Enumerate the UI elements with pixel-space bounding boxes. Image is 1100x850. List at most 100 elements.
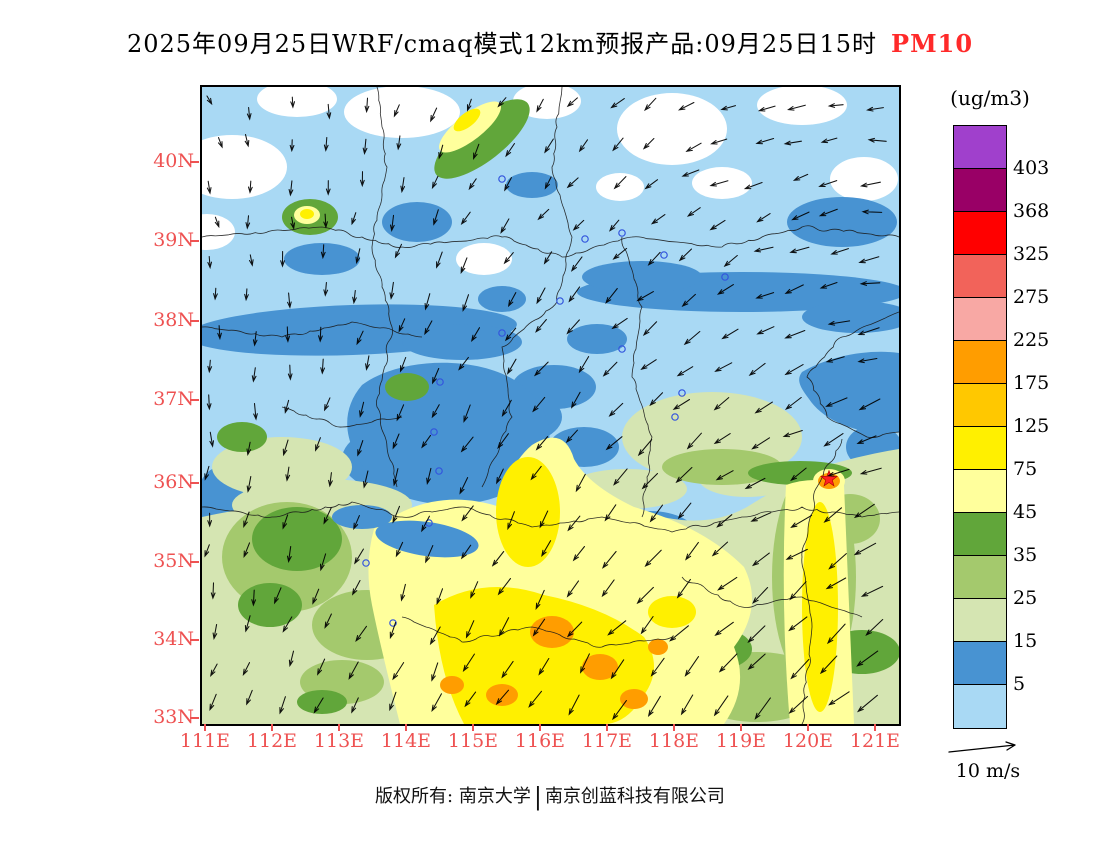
moderate-blue-region [787,197,897,247]
orange-peak-region [440,676,464,694]
legend-level-label: 368 [1013,200,1050,222]
clean-air-region [202,214,235,250]
province-boundary [202,225,899,258]
legend-level-label: 403 [1013,157,1050,179]
lon-tick [472,724,474,731]
clean-air-region [830,157,898,201]
legend-swatch [954,470,1006,513]
station-marker-star [820,469,838,487]
clean-air-region [257,87,337,117]
city-marker [389,619,397,627]
lon-tick [338,724,340,731]
orange-peak-region [620,689,648,709]
lon-tick [874,724,876,731]
wind-vector-field [204,95,887,721]
legend-level-label: 25 [1013,587,1038,609]
lat-label: 38N [153,309,194,331]
province-boundary [801,438,843,724]
pale-yellow-region [439,101,501,153]
lat-label: 33N [153,706,194,728]
legend-swatch [954,642,1006,685]
legend-level-label: 35 [1013,544,1038,566]
city-marker [436,378,444,386]
lon-tick [740,724,742,731]
lon-label: 111E [179,730,231,752]
legend-swatch [954,556,1006,599]
province-boundary [281,406,403,428]
lon-label: 112E [246,730,298,752]
legend-level-label: 125 [1013,415,1050,437]
legend-level-label: 45 [1013,501,1038,523]
lat-tick [190,717,199,719]
lon-label: 118E [648,730,700,752]
lon-label: 113E [313,730,365,752]
lon-tick [606,724,608,731]
moderate-blue-region [478,286,526,312]
yellow-region [648,596,696,628]
legend-level-label: 15 [1013,630,1038,652]
clean-air-region [596,173,644,201]
moderate-blue-region [802,301,899,333]
lon-tick [539,724,541,731]
moderate-blue-region [567,324,627,354]
legend-swatch [954,212,1006,255]
lon-label: 117E [581,730,633,752]
clean-air-region [456,243,512,275]
lon-tick [673,724,675,731]
wind-scale-arrow [948,741,1016,753]
copyright-owner: 版权所有: 南京大学 [375,786,531,807]
city-marker [435,467,443,475]
lon-tick [204,724,206,731]
legend-level-label: 225 [1013,329,1050,351]
city-marker [618,345,626,353]
clean-air-region [513,87,581,119]
lon-tick [807,724,809,731]
legend-swatch [954,341,1006,384]
legend-swatch [954,427,1006,470]
legend-level-label: 325 [1013,243,1050,265]
lon-label: 119E [715,730,767,752]
lat-label: 35N [153,550,194,572]
moderate-blue-region [284,243,360,275]
lat-tick [190,482,199,484]
province-boundary [806,311,899,438]
legend-swatch [954,384,1006,427]
lat-label: 39N [153,229,194,251]
lat-tick [190,161,199,163]
pollutant-label: PM10 [891,29,974,58]
province-boundary [461,506,899,533]
legend-unit-label: (ug/m3) [950,86,1030,110]
city-marker [498,329,506,337]
lat-tick [190,320,199,322]
color-legend-bar [953,125,1007,729]
province-boundary [481,301,558,488]
lon-tick [271,724,273,731]
city-marker [581,235,589,243]
city-marker [618,229,626,237]
city-marker [660,251,668,259]
city-marker [556,297,564,305]
yellow-region [496,457,560,567]
green-region [434,99,530,179]
clean-air-region [617,93,727,165]
orange-peak-region [486,684,518,706]
moderate-blue-region [332,505,392,529]
page-title: 2025年09月25日WRF/cmaq模式12km预报产品:09月25日15时 P… [0,24,1100,59]
green-region [217,422,267,452]
green-region [297,690,347,714]
city-marker [721,273,729,281]
moderate-blue-region [799,351,899,433]
province-boundary [621,236,653,518]
lon-label: 115E [447,730,499,752]
wind-scale-label: 10 m/s [955,760,1021,782]
province-boundary [371,87,398,488]
lon-label: 121E [849,730,901,752]
lon-label: 116E [514,730,566,752]
map-area [200,85,901,726]
moderate-blue-region [402,324,522,360]
province-boundary [681,576,863,618]
title-text: 2025年09月25日WRF/cmaq模式12km预报产品:09月25日15时 [126,30,878,58]
province-boundary [202,321,423,338]
legend-level-label: 75 [1013,458,1038,480]
legend-swatch [954,685,1006,728]
